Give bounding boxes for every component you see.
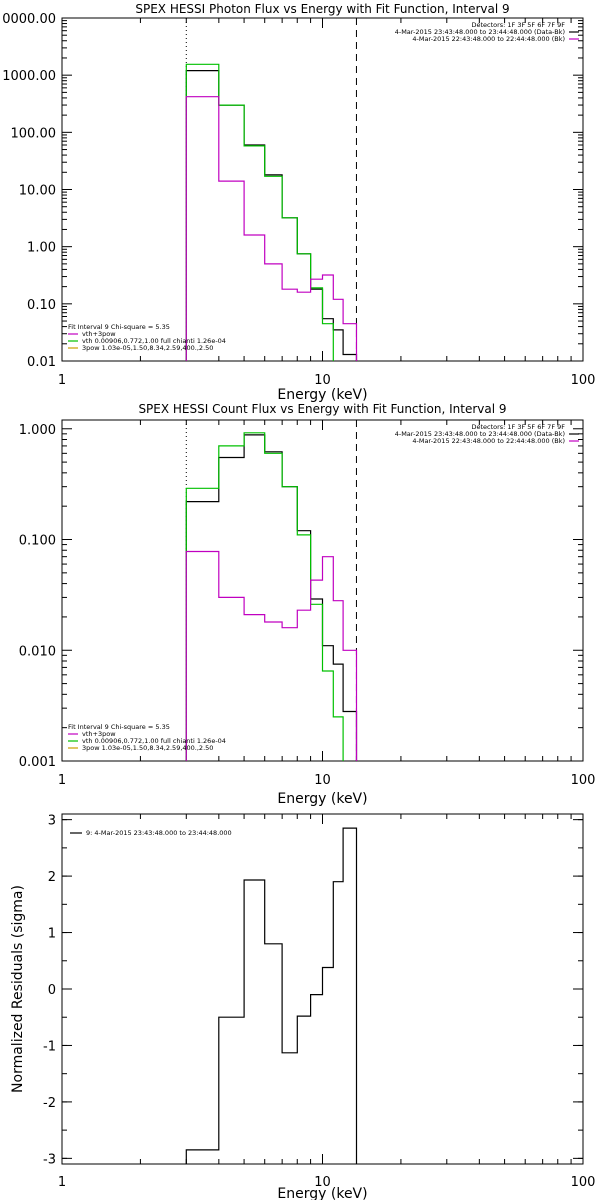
y-tick-label: 3 — [48, 814, 56, 829]
series-line-0 — [185, 70, 358, 361]
fit-legend-line: Fit Interval 9 Chi-square = 5.35 — [68, 323, 170, 331]
fit-legend-line: 3pow 1.03e-05,1.50,8.34,2.59,400.,2.50 — [82, 344, 213, 352]
residuals-panel: 1 10 100 Energy (keV) -3 -2 -1 0 1 2 3 Normalized R… — [10, 813, 596, 1200]
y-tick-label: 0.001 — [19, 755, 56, 770]
series-line-2 — [185, 96, 358, 361]
y-tick-label: 0000.00 — [2, 12, 56, 27]
y-tick-label: 10.00 — [19, 184, 56, 199]
x-tick-label: 1 — [58, 373, 66, 388]
series-line-0 — [185, 827, 358, 1164]
fit-legend-line: 3pow 1.03e-05,1.50,8.34,2.59,400.,2.50 — [82, 744, 213, 752]
y-tick-label: 1 — [48, 927, 56, 942]
y-tick-label: 1000.00 — [2, 69, 56, 84]
header-line: 4-Mar-2015 23:43:48.000 to 23:44:48.000 … — [395, 28, 565, 36]
y-tick-label: 0.01 — [27, 355, 56, 370]
series-line-2 — [185, 550, 358, 761]
y-tick-label: -1 — [43, 1039, 56, 1054]
count-flux-panel: SPEX HESSI Count Flux vs Energy with Fit… — [19, 402, 596, 807]
chart-title: SPEX HESSI Count Flux vs Energy with Fit… — [138, 402, 506, 416]
header-line: Detectors: 1F 3F 5F 6F 7F 9F — [471, 21, 565, 29]
y-axis-label: Normalized Residuals (sigma) — [10, 885, 26, 1093]
y-tick-label: 1.00 — [27, 241, 56, 256]
x-tick-label: 100 — [571, 773, 596, 788]
y-tick-label: 0.100 — [19, 534, 56, 549]
y-tick-label: -3 — [43, 1152, 56, 1167]
header-line: 4-Mar-2015 23:43:48.000 to 23:44:48.000 … — [395, 430, 565, 438]
fit-legend-line: vth 0.00906,0.772,1.00 full chianti 1.26… — [82, 337, 226, 345]
fit-legend-line: vth+3pow — [82, 730, 116, 738]
x-tick-label: 10 — [314, 1175, 331, 1190]
series-line-1 — [185, 432, 358, 761]
x-tick-label: 10 — [314, 773, 331, 788]
x-tick-label: 1 — [58, 773, 66, 788]
x-tick-label: 1 — [58, 1175, 66, 1190]
series-line-0 — [185, 434, 358, 761]
y-tick-label: 100.00 — [11, 126, 57, 141]
header-line: 4-Mar-2015 22:43:48.000 to 22:44:48.000 … — [412, 35, 565, 43]
y-tick-label: 0.10 — [27, 298, 56, 313]
y-tick-label: -2 — [43, 1096, 56, 1111]
plot-frame — [61, 419, 584, 762]
y-tick-label: 0 — [48, 983, 56, 998]
fit-legend-line: vth 0.00906,0.772,1.00 full chianti 1.26… — [82, 737, 226, 745]
photon-flux-panel: SPEX HESSI Photon Flux vs Energy with Fi… — [2, 2, 595, 403]
fit-legend-line: Fit Interval 9 Chi-square = 5.35 — [68, 723, 170, 731]
x-axis-label: Energy (keV) — [277, 791, 367, 807]
residual-legend-text: 9: 4-Mar-2015 23:43:48.000 to 23:44:48.0… — [86, 829, 232, 837]
x-axis-label: Energy (keV) — [277, 1186, 367, 1200]
x-tick-label: 100 — [571, 1175, 596, 1190]
header-line: 4-Mar-2015 22:43:48.000 to 22:44:48.000 … — [412, 437, 565, 445]
fit-legend-line: vth+3pow — [82, 330, 116, 338]
y-tick-label: 0.010 — [19, 644, 56, 659]
y-tick-label: 2 — [48, 870, 56, 885]
series-line-1 — [185, 63, 358, 361]
x-tick-label: 10 — [314, 373, 331, 388]
x-axis-label: Energy (keV) — [277, 387, 367, 403]
chart-title: SPEX HESSI Photon Flux vs Energy with Fi… — [135, 2, 509, 16]
header-line: Detectors: 1F 3F 5F 6F 7F 9F — [471, 423, 565, 431]
y-tick-label: 1.000 — [19, 423, 56, 438]
x-tick-label: 100 — [571, 373, 596, 388]
